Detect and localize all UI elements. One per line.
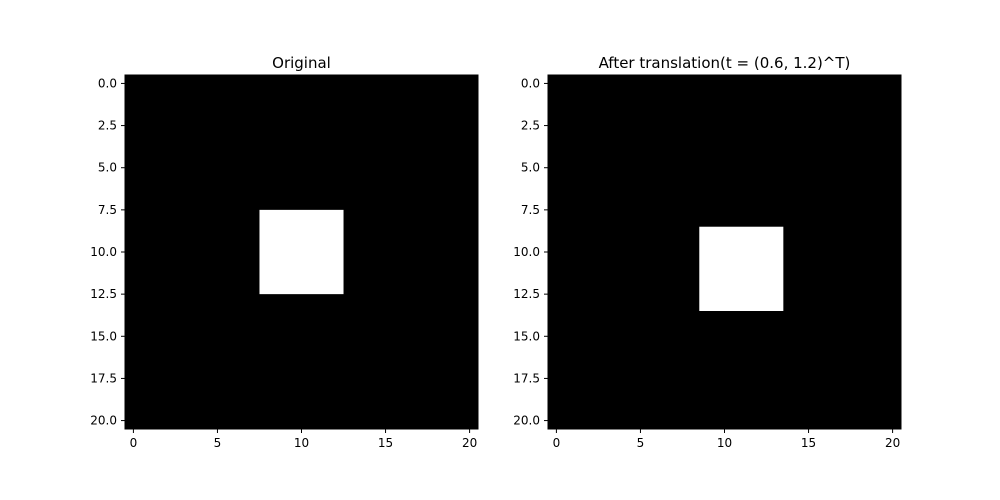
y-tick-label: 2.5 — [98, 119, 117, 133]
panel-original: Original 0 5 10 15 20 0.0 2.5 5.0 7.5 10.0 12.5 15.0… — [90, 54, 479, 450]
x-tick-label: 0 — [553, 436, 561, 450]
chart-title: After translation(t = (0.6, 1.2)^T) — [599, 54, 851, 72]
y-tick-label: 7.5 — [98, 203, 117, 217]
x-tick-label: 10 — [294, 436, 309, 450]
y-tick-label: 20.0 — [513, 414, 540, 428]
y-tick-label: 20.0 — [90, 414, 117, 428]
y-tick-label: 5.0 — [521, 161, 540, 175]
chart-title: Original — [272, 54, 331, 72]
y-tick-label: 10.0 — [513, 245, 540, 259]
y-tick-label: 5.0 — [98, 161, 117, 175]
y-tick-label: 15.0 — [90, 329, 117, 343]
y-tick-label: 7.5 — [521, 203, 540, 217]
heatmap-square — [699, 226, 784, 311]
heatmap-square — [259, 209, 344, 295]
y-tick-label: 0.0 — [98, 76, 117, 90]
y-tick-label: 17.5 — [90, 371, 117, 385]
x-tick-label: 20 — [462, 436, 477, 450]
x-tick-label: 20 — [885, 436, 900, 450]
y-tick-label: 12.5 — [513, 287, 540, 301]
x-tick-label: 15 — [378, 436, 393, 450]
x-tick-label: 10 — [717, 436, 732, 450]
y-tick-label: 15.0 — [513, 329, 540, 343]
x-tick-label: 15 — [801, 436, 816, 450]
y-tick-label: 12.5 — [90, 287, 117, 301]
y-tick-label: 17.5 — [513, 371, 540, 385]
y-tick-label: 10.0 — [90, 245, 117, 259]
x-tick-label: 5 — [214, 436, 222, 450]
x-tick-label: 5 — [637, 436, 645, 450]
panel-translated: After translation(t = (0.6, 1.2)^T) 0 5 10 1… — [513, 54, 902, 450]
y-tick-label: 2.5 — [521, 119, 540, 133]
y-tick-label: 0.0 — [521, 76, 540, 90]
x-tick-label: 0 — [130, 436, 138, 450]
